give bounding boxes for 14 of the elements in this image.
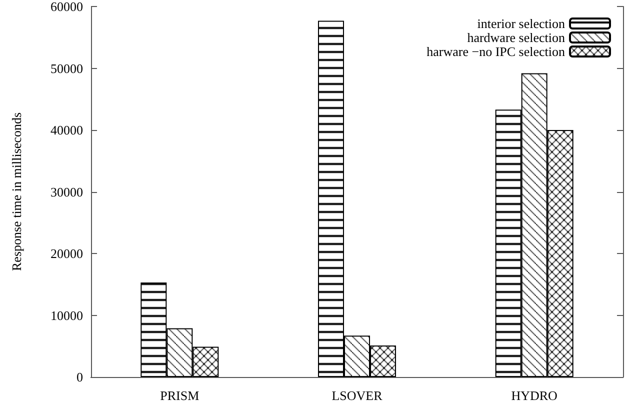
y-tick-label: 20000 [50,246,83,261]
x-tick-label: HYDRO [511,388,558,403]
y-tick-label: 50000 [50,60,83,76]
y-tick-label: 0 [76,370,83,384]
x-tick-label: LSOVER [332,388,383,403]
legend-label: interior selection [477,16,566,31]
y-tick-label: 60000 [50,0,83,14]
legend-label: harware −no IPC selection [426,44,566,59]
x-tick-label: PRISM [160,388,200,403]
y-axis-title: Response time in milliseconds [9,112,24,272]
y-tick-label: 10000 [50,308,83,323]
y-tick-label: 30000 [50,184,83,200]
y-tick-label: 40000 [50,122,83,138]
legend-label: hardware selection [467,30,566,45]
